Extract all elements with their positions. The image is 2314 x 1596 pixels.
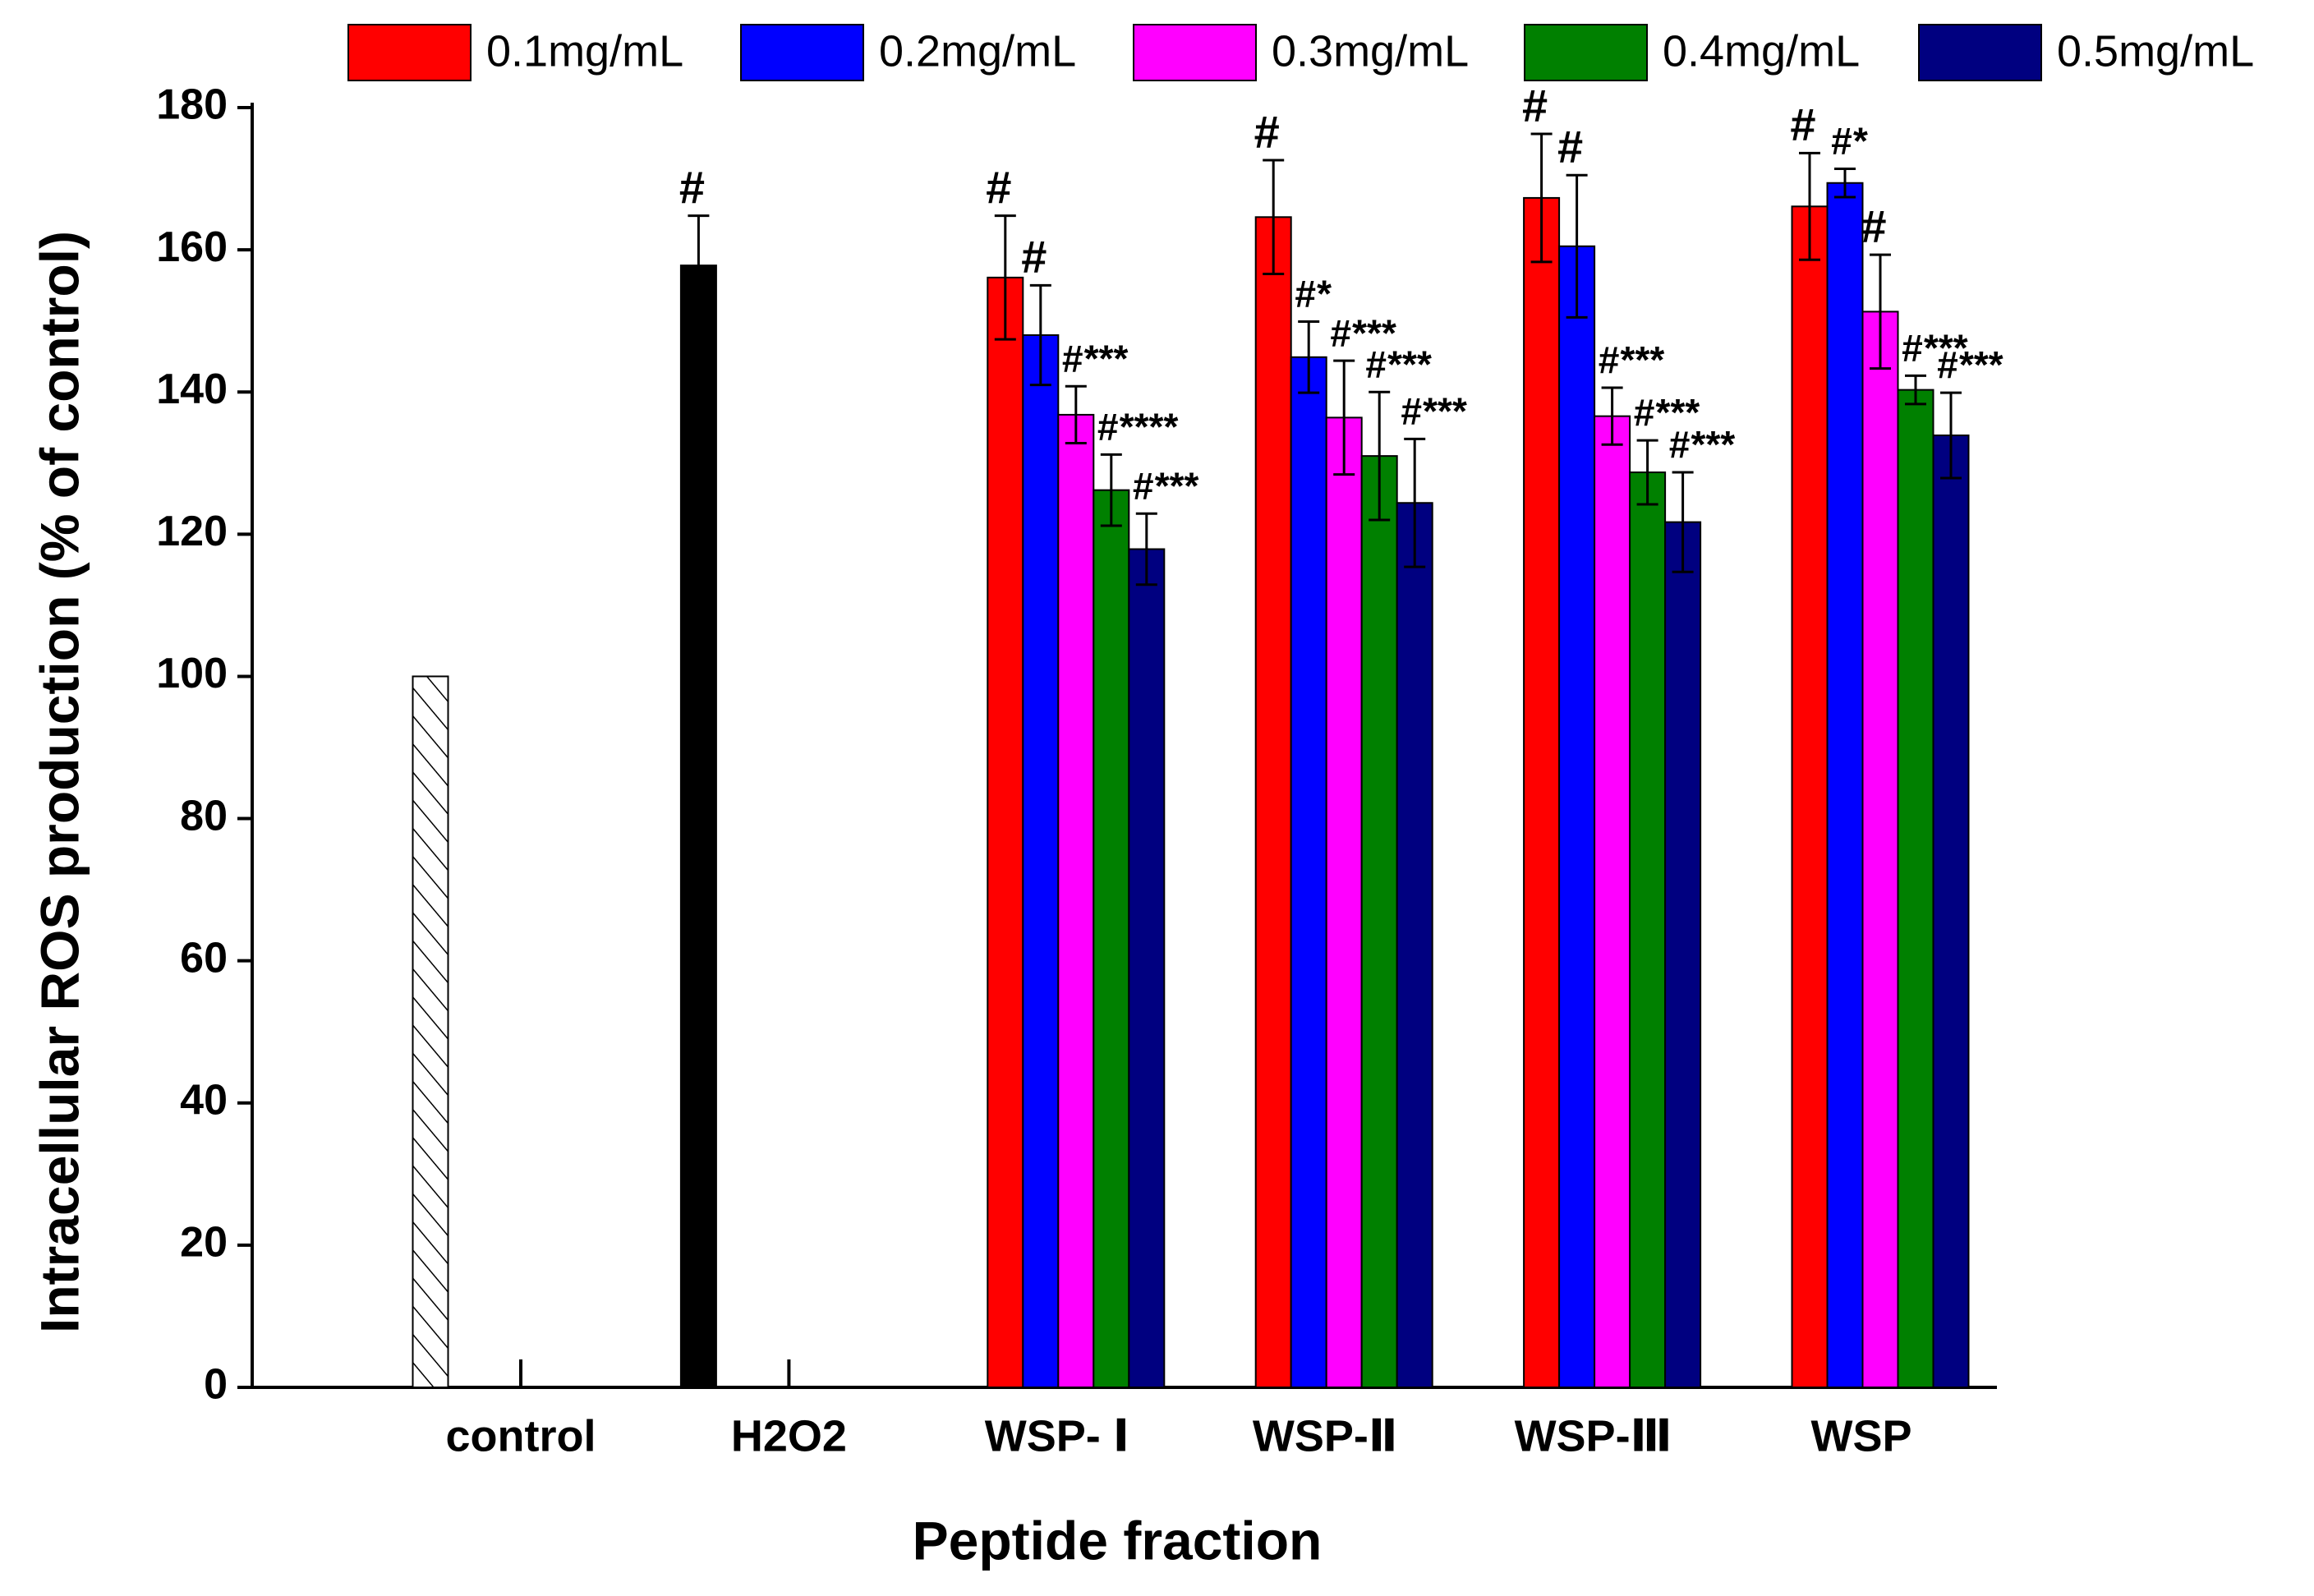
error-bar <box>1333 359 1355 476</box>
x-tick-label: H2O2 <box>731 1411 847 1460</box>
error-bar <box>1298 320 1320 394</box>
error-bar <box>1799 151 1820 261</box>
y-tick-label: 20 <box>180 1219 228 1267</box>
x-tick-label: WSP- Ⅰ <box>985 1411 1129 1460</box>
bar <box>1396 502 1433 1388</box>
bar <box>1826 182 1864 1388</box>
legend-label: 0.1mg/mL <box>486 26 683 76</box>
bar <box>987 276 1024 1388</box>
annotation: # <box>1557 121 1583 172</box>
error-bar <box>1601 386 1623 446</box>
annotation: # <box>1861 200 1886 252</box>
error-bar <box>1100 453 1122 527</box>
bar <box>1594 415 1631 1388</box>
error-bar <box>1834 167 1856 199</box>
annotation: #*** <box>1937 343 2003 386</box>
legend-label: 0.3mg/mL <box>1272 26 1469 76</box>
bar <box>1360 455 1398 1388</box>
x-tick-label: WSP-Ⅱ <box>1253 1411 1398 1460</box>
bar <box>1128 548 1166 1388</box>
y-axis-title: Intracellular ROS production (% of contr… <box>29 231 90 1333</box>
legend-label: 0.4mg/mL <box>1663 26 1860 76</box>
error-bar <box>688 214 710 317</box>
bar <box>1629 471 1667 1388</box>
annotation: #*** <box>1330 311 1396 354</box>
bar <box>1861 310 1899 1389</box>
annotation: #*** <box>1598 338 1664 381</box>
y-tick-label: 100 <box>156 650 228 697</box>
error-bar <box>1636 439 1658 506</box>
x-tick-label: WSP <box>1810 1411 1911 1460</box>
legend-swatch <box>1133 24 1257 81</box>
bar <box>679 264 717 1388</box>
error-bar <box>1870 253 1891 370</box>
legend-swatch <box>740 24 864 81</box>
error-bar <box>1672 471 1694 573</box>
annotation: #*** <box>1132 464 1198 507</box>
error-bar <box>1263 159 1285 276</box>
bar <box>1897 389 1934 1388</box>
bar <box>1022 333 1060 1388</box>
error-bar <box>1065 384 1087 445</box>
error-bar <box>1566 173 1588 319</box>
error-bar <box>1404 437 1426 568</box>
bar <box>1057 413 1095 1388</box>
y-tick-label: 40 <box>180 1077 228 1125</box>
bar <box>1093 489 1130 1388</box>
annotation: #*** <box>1902 326 1968 369</box>
error-bar <box>1905 374 1926 406</box>
legend-swatch <box>1524 24 1648 81</box>
error-bar <box>1369 390 1391 522</box>
y-tick-label: 80 <box>180 792 228 839</box>
annotation: # <box>1254 106 1280 158</box>
error-bar <box>1135 512 1157 586</box>
annotation: # <box>1790 99 1815 150</box>
legend-label: 0.5mg/mL <box>2057 26 2254 76</box>
bar <box>412 675 449 1388</box>
error-bar <box>1940 391 1962 480</box>
x-tick-label: control <box>446 1411 596 1460</box>
bar <box>1290 356 1327 1388</box>
annotation: #* <box>1295 273 1332 315</box>
y-tick-label: 0 <box>204 1361 228 1409</box>
annotation: # <box>1021 231 1047 283</box>
y-tick-label: 180 <box>156 81 228 129</box>
y-tick-label: 160 <box>156 223 228 271</box>
annotation: #*** <box>1668 423 1735 466</box>
bar <box>1254 216 1292 1389</box>
error-bar <box>994 214 1016 341</box>
annotation: #*** <box>1633 391 1700 434</box>
x-axis-title: Peptide fraction <box>913 1510 1323 1571</box>
y-tick-label: 60 <box>180 934 228 982</box>
x-tick-label: WSP-Ⅲ <box>1515 1411 1672 1460</box>
bar <box>1664 521 1702 1388</box>
y-tick-label: 120 <box>156 508 228 555</box>
annotation: #* <box>1831 120 1869 163</box>
legend-label: 0.2mg/mL <box>879 26 1076 76</box>
error-bar <box>1029 283 1051 387</box>
y-tick-label: 140 <box>156 366 228 413</box>
annotation: #*** <box>1061 337 1128 379</box>
annotation: #**** <box>1097 406 1178 448</box>
bar <box>1325 416 1363 1389</box>
annotation: # <box>679 161 705 213</box>
legend-swatch <box>347 24 472 81</box>
bar <box>1523 196 1561 1389</box>
annotation: # <box>986 161 1011 213</box>
bar <box>1932 435 1970 1388</box>
bar <box>1558 245 1596 1388</box>
annotation: #*** <box>1365 343 1432 385</box>
annotation: #*** <box>1401 390 1467 433</box>
legend-swatch <box>1918 24 2042 81</box>
error-bar <box>1530 132 1553 264</box>
bar <box>1791 205 1829 1388</box>
annotation: # <box>1522 80 1548 131</box>
